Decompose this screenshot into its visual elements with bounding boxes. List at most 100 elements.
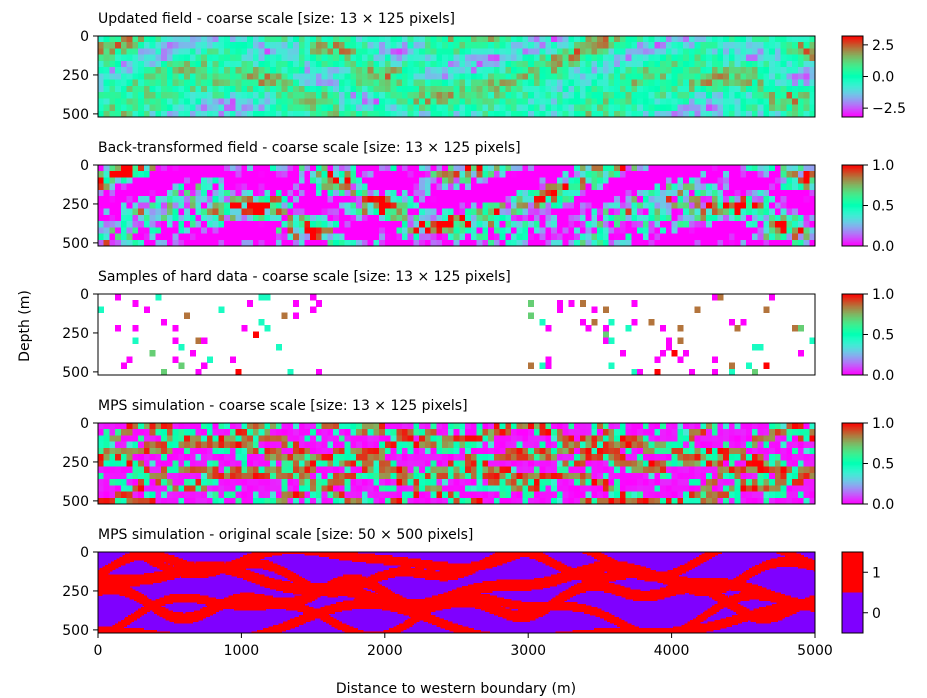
- heatmap-cell: [792, 423, 799, 430]
- heatmap-cell: [315, 73, 323, 80]
- heatmap-cell: [298, 48, 305, 55]
- heatmap-cell: [143, 306, 150, 313]
- heatmap-cell: [562, 98, 569, 105]
- heatmap-cell: [574, 92, 581, 99]
- heatmap-cell: [442, 85, 449, 93]
- heatmap-cell: [608, 92, 615, 99]
- heatmap-cell: [270, 441, 277, 449]
- heatmap-cell: [252, 48, 259, 55]
- heatmap-cell: [350, 221, 357, 228]
- heatmap-cell: [579, 36, 586, 43]
- heatmap-cell: [642, 85, 649, 93]
- heatmap-cell: [711, 48, 718, 55]
- heatmap-cell: [109, 485, 116, 492]
- heatmap-cell: [453, 177, 460, 184]
- heatmap-cell: [247, 491, 254, 499]
- heatmap-cell: [206, 447, 214, 455]
- heatmap-cell: [700, 110, 707, 118]
- heatmap-cell: [625, 214, 632, 222]
- heatmap-cell: [436, 171, 443, 178]
- heatmap-cell: [648, 92, 655, 99]
- heatmap-cell: [430, 104, 437, 112]
- heatmap-cell: [774, 171, 781, 178]
- heatmap-cell: [224, 423, 231, 430]
- heatmap-cell: [218, 491, 225, 499]
- heatmap-cell: [602, 42, 609, 49]
- heatmap-cell: [166, 54, 173, 62]
- heatmap-cell: [270, 472, 277, 480]
- heatmap-cell: [453, 454, 460, 461]
- heatmap-cell: [424, 85, 431, 93]
- heatmap-cell: [528, 423, 535, 430]
- heatmap-cell: [235, 48, 242, 55]
- heatmap-cell: [625, 189, 632, 197]
- heatmap-cell: [109, 479, 116, 486]
- heatmap-cell: [453, 73, 460, 80]
- heatmap-cell: [281, 85, 288, 93]
- heatmap-cell: [436, 196, 443, 203]
- heatmap-cell: [258, 429, 265, 436]
- heatmap-cell: [751, 441, 758, 449]
- heatmap-cell: [189, 92, 196, 99]
- heatmap-cell: [247, 300, 254, 307]
- heatmap-cell: [763, 73, 770, 80]
- heatmap-cell: [98, 79, 105, 87]
- heatmap-cell: [224, 104, 231, 112]
- heatmap-cell: [763, 472, 770, 480]
- heatmap-cell: [367, 54, 374, 62]
- heatmap-cell: [516, 183, 523, 191]
- heatmap-cell: [338, 92, 345, 99]
- heatmap-cell: [528, 233, 535, 241]
- heatmap-cell: [252, 331, 259, 338]
- heatmap-cell: [637, 42, 644, 49]
- heatmap-cell: [539, 42, 546, 49]
- heatmap-cell: [103, 221, 110, 228]
- heatmap-cell: [470, 110, 477, 118]
- heatmap-cell: [407, 165, 414, 172]
- heatmap-cell: [728, 454, 735, 461]
- heatmap-cell: [304, 214, 311, 222]
- heatmap-cell: [315, 227, 323, 234]
- heatmap-cell: [270, 42, 277, 49]
- heatmap-cell: [665, 233, 672, 241]
- heatmap-cell: [373, 42, 380, 49]
- heatmap-cell: [528, 60, 535, 68]
- heatmap-cell: [442, 79, 449, 87]
- heatmap-cell: [763, 214, 770, 222]
- heatmap-cell: [533, 54, 540, 62]
- heatmap-cell: [103, 60, 110, 68]
- heatmap-cell: [195, 60, 202, 68]
- heatmap-cell: [407, 208, 414, 216]
- colorbar-segment: [842, 233, 863, 236]
- heatmap-cell: [533, 485, 540, 492]
- heatmap-cell: [602, 460, 609, 467]
- heatmap-cell: [786, 202, 793, 209]
- heatmap-cell: [264, 325, 271, 332]
- heatmap-cell: [803, 98, 810, 105]
- colorbar-segment: [842, 100, 863, 103]
- heatmap-cell: [315, 233, 323, 241]
- heatmap-cell: [172, 171, 179, 178]
- heatmap-cell: [614, 183, 621, 191]
- heatmap-cell: [98, 233, 105, 241]
- heatmap-cell: [247, 79, 254, 87]
- heatmap-cell: [235, 441, 242, 449]
- heatmap-cell: [379, 429, 386, 436]
- heatmap-cell: [178, 104, 185, 112]
- heatmap-cell: [247, 233, 254, 241]
- heatmap-cell: [556, 472, 563, 480]
- heatmap-cell: [493, 177, 500, 184]
- heatmap-cell: [321, 239, 328, 247]
- heatmap-cell: [459, 110, 466, 118]
- heatmap-cell: [706, 67, 713, 74]
- heatmap-cell: [574, 165, 581, 172]
- heatmap-cell: [132, 423, 139, 430]
- heatmap-cell: [809, 227, 816, 234]
- heatmap-cell: [333, 92, 340, 99]
- heatmap-cell: [447, 472, 454, 480]
- heatmap-cell: [402, 42, 409, 49]
- heatmap-cell: [195, 221, 202, 228]
- colorbar-segment: [842, 104, 863, 107]
- heatmap-cell: [510, 98, 518, 105]
- heatmap-cell: [608, 202, 615, 209]
